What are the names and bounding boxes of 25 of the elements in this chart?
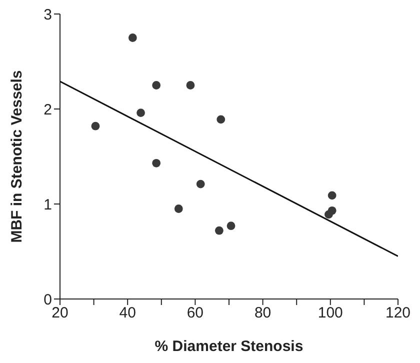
y-tick-label: 3 [44, 6, 52, 24]
point [128, 34, 137, 42]
x-tick-label: 100 [318, 304, 343, 322]
x-axis-title: % Diameter Stenosis [154, 338, 304, 355]
point [136, 108, 145, 117]
y-tick-label: 1 [44, 196, 52, 214]
point [152, 81, 161, 90]
y-tick-label: 0 [44, 291, 52, 308]
point [226, 222, 236, 230]
x-tick-label: 120 [385, 304, 411, 322]
point [152, 158, 161, 168]
point [196, 180, 205, 188]
x-tick-label: 60 [186, 304, 204, 322]
point [216, 115, 226, 124]
point [328, 191, 336, 200]
point [215, 226, 224, 235]
x-tick-label: 80 [254, 304, 272, 322]
point [324, 210, 333, 219]
point [186, 81, 195, 90]
point [91, 122, 100, 130]
x-tick-label: 40 [119, 304, 136, 322]
x-tick-label: 20 [52, 304, 68, 322]
y-axis-title: MBF in Stenotic Vessels [8, 70, 26, 243]
point [174, 204, 183, 213]
y-tick-label: 2 [44, 101, 52, 118]
